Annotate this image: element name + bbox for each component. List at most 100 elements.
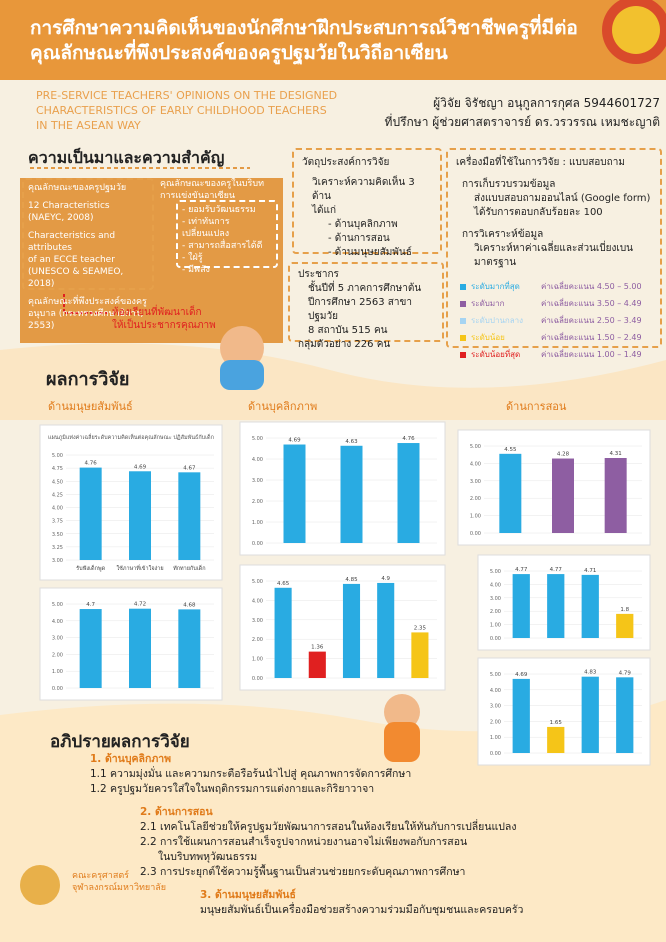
tools-line: ได้รับการตอบกลับร้อยละ 100 <box>474 207 603 218</box>
bar <box>178 609 201 688</box>
english-line: CHARACTERISTICS OF EARLY CHILDHOOD TEACH… <box>36 104 327 117</box>
tools-box: เครื่องมือที่ใช้ในการวิจัย : แบบสอบถาม ก… <box>446 148 662 359</box>
level-swatch <box>460 334 466 341</box>
box-line: Characteristics and attributes <box>28 231 116 253</box>
level-row: ระดับน้อย ค่าเฉลี่ยคะแนน 1.50 – 2.49 <box>456 329 652 346</box>
value-label: 2.35 <box>414 625 427 631</box>
value-label: 4.85 <box>345 577 358 583</box>
asean-logo-inner <box>612 6 660 54</box>
footer-line: จุฬาลงกรณ์มหาวิทยาลัย <box>72 883 167 893</box>
y-tick-label: 4.00 <box>490 582 501 588</box>
y-tick-label: 2.00 <box>252 637 263 643</box>
value-label: 4.9 <box>381 576 390 582</box>
box-line: (NAEYC, 2008) <box>28 213 94 223</box>
level-label: ระดับปานกลาง <box>471 316 524 325</box>
discussion-line: ในบริบทพหุวัฒนธรรม <box>158 851 258 863</box>
discussion-line: มนุษยสัมพันธ์เป็นเครื่องมือช่วยสร้างความ… <box>200 904 524 916</box>
y-tick-label: 4.00 <box>252 457 263 463</box>
y-tick-label: 5.00 <box>252 579 263 585</box>
y-tick-label: 1.00 <box>252 657 263 663</box>
value-label: 4.31 <box>610 451 622 457</box>
level-range: ค่าเฉลี่ยคะแนน 3.50 – 4.49 <box>541 299 642 308</box>
box-line: 2553) <box>28 321 55 331</box>
result-text: ห้องเรียนที่พัฒนาเด็ก ให้เป็นประชากรคุณภา… <box>112 306 216 332</box>
english-title: PRE-SERVICE TEACHERS' OPINIONS ON THE DE… <box>36 88 366 133</box>
box-title: คุณลักษณะของครูปฐมวัย <box>28 183 127 193</box>
y-tick-label: 3.00 <box>52 636 63 642</box>
y-tick-label: 0.00 <box>470 531 481 537</box>
advisor: ที่ปรึกษา ผู้ช่วยศาสตราจารย์ ดร.วรวรรณ เ… <box>384 115 660 129</box>
box2-title: คุณลักษณะของครูในบริบท การแข่งขันอาเซียน <box>160 178 264 202</box>
tools-lines: การเก็บรวบรวมข้อมูล ส่งแบบสอบถามออนไลน์ (… <box>456 178 652 270</box>
level-row: ระดับน้อยที่สุด ค่าเฉลี่ยคะแนน 1.00 – 1.4… <box>456 346 652 363</box>
population-line: 8 สถาบัน 515 คน <box>308 325 388 336</box>
result-line: ให้เป็นประชากรคุณภาพ <box>112 320 216 331</box>
box-line: of an ECCE teacher <box>28 255 115 265</box>
box-lines: 12 Characteristics (NAEYC, 2008) Character… <box>28 200 148 332</box>
population-line: ปีการศึกษา 2563 สาขาปฐมวัย <box>308 297 412 322</box>
tools-line: การวิเคราะห์ข้อมูล <box>462 229 544 240</box>
value-label: 1.36 <box>311 645 324 651</box>
objective-line: ได้แก่ <box>312 205 337 216</box>
y-tick-label: 4.00 <box>52 506 63 512</box>
value-label: 4.28 <box>557 452 570 458</box>
bar <box>283 444 306 543</box>
y-tick-label: 3.00 <box>490 596 501 602</box>
value-label: 4.79 <box>619 670 632 676</box>
box2-item: - ยอมรับวัฒนธรรม <box>182 205 256 215</box>
value-label: 4.63 <box>345 439 358 445</box>
level-label: ระดับน้อย <box>471 333 505 342</box>
value-label: 4.72 <box>134 602 146 608</box>
y-tick-label: 4.25 <box>52 492 63 498</box>
chart-title: แผนภูมิแท่งค่าเฉลี่ยระดับความคิดเห็นต่อค… <box>48 433 214 441</box>
box2-title-line: การแข่งขันอาเซียน <box>160 191 236 201</box>
population-line: กลุ่มตัวอย่าง 226 คน <box>298 339 391 350</box>
y-tick-label: 3.00 <box>252 478 263 484</box>
bar <box>604 458 627 533</box>
y-tick-label: 4.00 <box>490 688 501 694</box>
footer-line: คณะครุศาสตร์ <box>72 871 129 881</box>
footer: คณะครุศาสตร์จุฬาลงกรณ์มหาวิทยาลัย <box>72 870 166 894</box>
y-tick-label: 5.00 <box>470 444 481 450</box>
level-swatch <box>460 300 466 307</box>
y-tick-label: 3.00 <box>490 704 501 710</box>
discussion-line: 2.2 การใช้แผนการสอนสำเร็จรูปจากหน่วยงานอ… <box>140 836 468 848</box>
y-tick-label: 3.00 <box>52 558 63 564</box>
chart-frame <box>239 564 446 691</box>
level-range: ค่าเฉลี่ยคะแนน 2.50 – 3.49 <box>541 316 642 325</box>
y-tick-label: 4.75 <box>52 466 63 472</box>
y-tick-label: 0.00 <box>490 751 501 757</box>
bar <box>547 726 565 753</box>
objectives-heading: วัตถุประสงค์การวิจัย <box>302 157 390 168</box>
background-panel <box>20 178 283 343</box>
box-line: (UNESCO & SEAMEO, 2018) <box>28 267 124 289</box>
y-tick-label: 2.00 <box>490 609 501 615</box>
university-emblem <box>20 865 60 905</box>
box2-item: - มีพลัง <box>182 265 210 275</box>
y-tick-label: 2.00 <box>52 652 63 658</box>
value-label: 4.69 <box>288 438 301 444</box>
bar <box>340 445 363 543</box>
population-box: ประชากร ชั้นปีที่ 5 ภาคการศึกษาต้น ปีการศึ… <box>288 262 444 350</box>
value-label: 4.77 <box>550 567 563 573</box>
illustration-teacher <box>220 326 264 370</box>
y-tick-label: 5.00 <box>490 569 501 575</box>
y-tick-label: 3.25 <box>52 545 63 551</box>
bar <box>616 613 634 638</box>
english-line: PRE-SERVICE TEACHERS' OPINIONS ON THE DE… <box>36 89 338 102</box>
level-swatch <box>460 351 466 358</box>
panel-heading: ด้านการสอน <box>506 400 567 413</box>
value-label: 4.71 <box>584 568 596 574</box>
y-tick-label: 0.00 <box>52 686 63 692</box>
x-tick-label: รับฟังเด็กพูด <box>76 564 105 572</box>
discussion-line: 2.3 การประยุกต์ใช้ความรู้พื้นฐานเป็นส่วน… <box>140 866 466 878</box>
y-tick-label: 2.00 <box>490 719 501 725</box>
y-tick-label: 5.00 <box>52 602 63 608</box>
value-label: 1.65 <box>550 720 563 726</box>
objective-line: วิเคราะห์ความคิดเห็น 3 ด้าน <box>312 177 415 202</box>
bar <box>411 632 429 678</box>
value-label: 4.76 <box>85 461 98 467</box>
tools-heading: เครื่องมือที่ใช้ในการวิจัย : แบบสอบถาม <box>456 157 625 168</box>
discussion-line: 1.1 ความมุ่งมั่น และความกระตือรือร้นนำไป… <box>90 768 412 780</box>
y-tick-label: 1.00 <box>52 669 63 675</box>
